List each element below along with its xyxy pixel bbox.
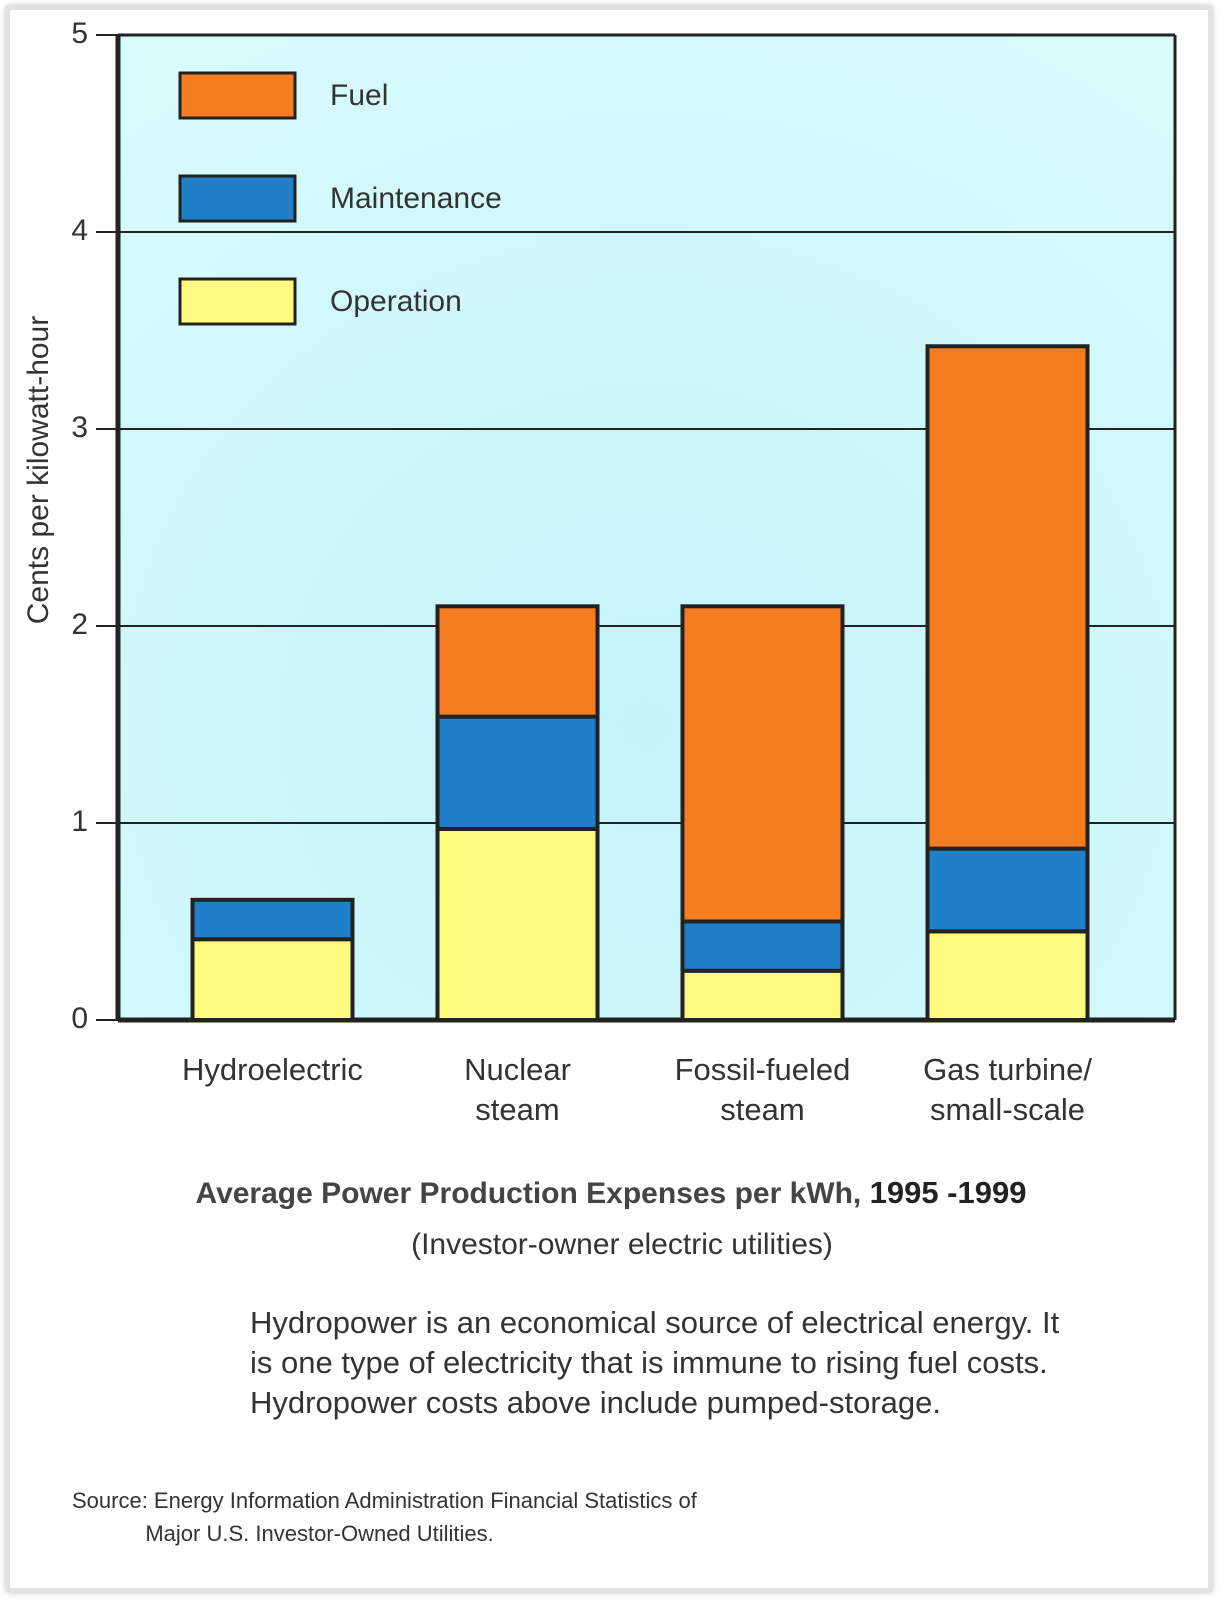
legend-label: Maintenance	[330, 182, 502, 215]
y-tick-label: 0	[71, 1002, 88, 1035]
x-tick-label: Gas turbine/ small-scale	[923, 1052, 1092, 1127]
legend-swatch	[178, 71, 297, 120]
legend-swatch	[178, 277, 297, 326]
frame	[6, 6, 1212, 1592]
chart-title: Average Power Production Expenses per kW…	[0, 1175, 1222, 1211]
x-tick-label: Hydroelectric	[182, 1052, 363, 1087]
bar-segment	[190, 897, 355, 942]
x-tick-label: Fossil-fueled steam	[674, 1052, 851, 1127]
bar-segment	[680, 968, 845, 1022]
y-tick-label: 1	[71, 805, 88, 838]
bar-segment	[435, 826, 600, 1022]
y-tick-label: 5	[71, 17, 88, 50]
bar-segment	[925, 846, 1090, 934]
bar-segment	[680, 604, 845, 924]
bar-segment	[190, 937, 355, 1022]
note: Hydropower is an economical source of el…	[250, 1305, 1060, 1420]
bar-segment	[435, 714, 600, 831]
y-tick-label: 2	[71, 608, 88, 641]
bar-segment	[925, 344, 1090, 851]
bar-segment	[680, 919, 845, 973]
legend-label: Fuel	[330, 79, 388, 112]
x-tick-label: Nuclear steam	[464, 1052, 571, 1127]
bar-segment	[925, 929, 1090, 1022]
legend-label: Operation	[330, 285, 462, 318]
legend-swatch	[178, 174, 297, 223]
title: Average Power Production Expenses per kW…	[195, 1177, 862, 1210]
y-tick-label: 4	[71, 214, 88, 247]
subtitle: (Investor-owner electric utilities)	[411, 1228, 833, 1261]
y-tick-label: 3	[71, 411, 88, 444]
title-years: 1995 -1999	[869, 1175, 1027, 1210]
y-axis-label: Cents per kilowatt-hour	[22, 316, 55, 624]
bar-segment	[435, 604, 600, 719]
source: Source: Energy Information Administratio…	[72, 1488, 697, 1546]
